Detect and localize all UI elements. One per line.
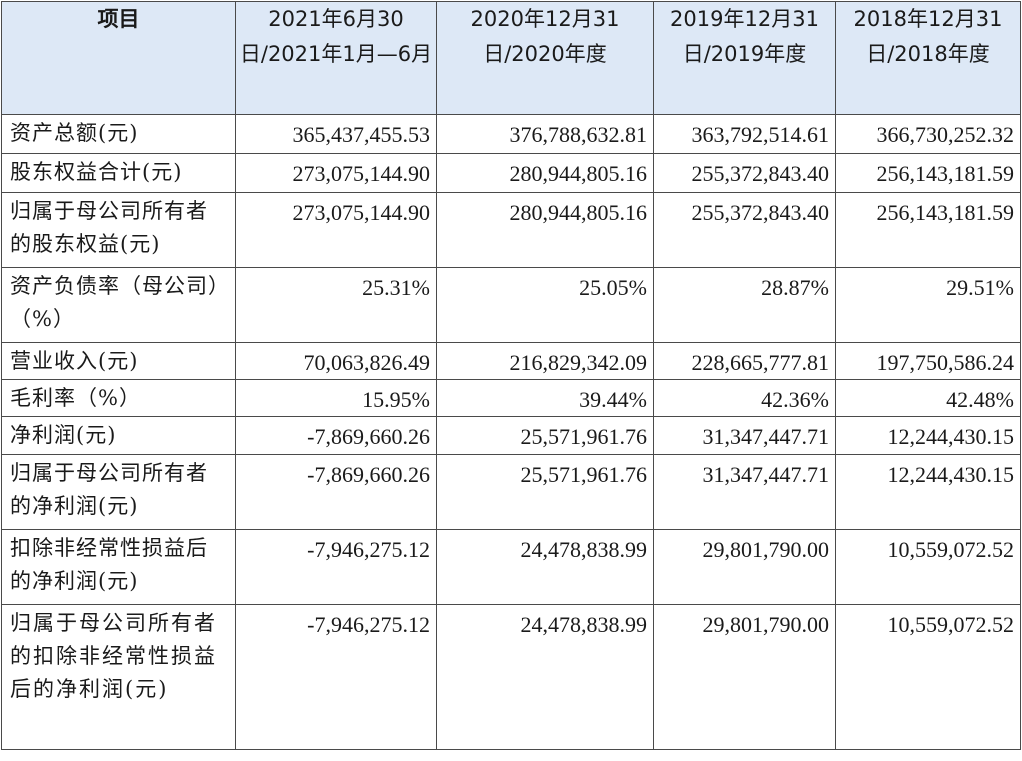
cell-2020: 280,944,805.16 xyxy=(436,192,654,268)
cell-2018: 256,143,181.59 xyxy=(835,192,1021,268)
table-body: 资产总额(元) 365,437,455.53 376,788,632.81 36… xyxy=(1,114,1021,750)
cell-2019: 228,665,777.81 xyxy=(653,342,836,380)
cell-2019: 363,792,514.61 xyxy=(653,114,836,154)
cell-2018: 10,559,072.52 xyxy=(835,529,1021,605)
cell-2018: 42.48% xyxy=(835,379,1021,417)
cell-2019: 31,347,447.71 xyxy=(653,416,836,455)
table-row: 归属于母公司所有者的净利润(元) -7,869,660.26 25,571,96… xyxy=(1,454,1021,530)
cell-2020: 376,788,632.81 xyxy=(436,114,654,154)
row-label: 资产总额(元) xyxy=(1,114,236,154)
cell-2019: 28.87% xyxy=(653,267,836,343)
cell-2018: 197,750,586.24 xyxy=(835,342,1021,380)
row-label: 归属于母公司所有者的股东权益(元) xyxy=(1,192,236,268)
table-row: 营业收入(元) 70,063,826.49 216,829,342.09 228… xyxy=(1,342,1021,380)
table-row: 股东权益合计(元) 273,075,144.90 280,944,805.16 … xyxy=(1,153,1021,193)
row-label: 毛利率（%） xyxy=(1,379,236,417)
cell-2019: 42.36% xyxy=(653,379,836,417)
header-row: 项目 2021年6月30日/2021年1月—6月 2020年12月31日/202… xyxy=(1,1,1021,115)
cell-2020: 39.44% xyxy=(436,379,654,417)
cell-2019: 255,372,843.40 xyxy=(653,153,836,193)
cell-2018: 12,244,430.15 xyxy=(835,454,1021,530)
cell-2021h1: -7,946,275.12 xyxy=(235,604,437,750)
row-label: 扣除非经常性损益后的净利润(元) xyxy=(1,529,236,605)
table-row: 归属于母公司所有者的股东权益(元) 273,075,144.90 280,944… xyxy=(1,192,1021,268)
row-label: 营业收入(元) xyxy=(1,342,236,380)
cell-2020: 25,571,961.76 xyxy=(436,416,654,455)
row-label: 归属于母公司所有者的扣除非经常性损益后的净利润(元) xyxy=(1,604,236,750)
table-row: 归属于母公司所有者的扣除非经常性损益后的净利润(元) -7,946,275.12… xyxy=(1,604,1021,750)
table-row: 净利润(元) -7,869,660.26 25,571,961.76 31,34… xyxy=(1,416,1021,455)
header-period-2018: 2018年12月31日/2018年度 xyxy=(835,1,1021,115)
cell-2020: 280,944,805.16 xyxy=(436,153,654,193)
cell-2018: 12,244,430.15 xyxy=(835,416,1021,455)
row-label: 股东权益合计(元) xyxy=(1,153,236,193)
cell-2019: 29,801,790.00 xyxy=(653,529,836,605)
cell-2020: 216,829,342.09 xyxy=(436,342,654,380)
row-label: 归属于母公司所有者的净利润(元) xyxy=(1,454,236,530)
cell-2018: 256,143,181.59 xyxy=(835,153,1021,193)
cell-2021h1: 15.95% xyxy=(235,379,437,417)
table-row: 扣除非经常性损益后的净利润(元) -7,946,275.12 24,478,83… xyxy=(1,529,1021,605)
cell-2021h1: 273,075,144.90 xyxy=(235,192,437,268)
header-period-2019: 2019年12月31日/2019年度 xyxy=(653,1,836,115)
cell-2019: 255,372,843.40 xyxy=(653,192,836,268)
cell-2020: 24,478,838.99 xyxy=(436,529,654,605)
cell-2021h1: 365,437,455.53 xyxy=(235,114,437,154)
header-item: 项目 xyxy=(1,1,236,115)
header-period-2021h1: 2021年6月30日/2021年1月—6月 xyxy=(235,1,437,115)
table-row: 资产总额(元) 365,437,455.53 376,788,632.81 36… xyxy=(1,114,1021,154)
cell-2021h1: -7,869,660.26 xyxy=(235,454,437,530)
cell-2020: 24,478,838.99 xyxy=(436,604,654,750)
cell-2020: 25.05% xyxy=(436,267,654,343)
table-header: 项目 2021年6月30日/2021年1月—6月 2020年12月31日/202… xyxy=(1,1,1021,115)
cell-2021h1: 273,075,144.90 xyxy=(235,153,437,193)
cell-2018: 29.51% xyxy=(835,267,1021,343)
cell-2021h1: 25.31% xyxy=(235,267,437,343)
table-row: 毛利率（%） 15.95% 39.44% 42.36% 42.48% xyxy=(1,379,1021,417)
row-label: 资产负债率（母公司）（%） xyxy=(1,267,236,343)
cell-2020: 25,571,961.76 xyxy=(436,454,654,530)
cell-2018: 366,730,252.32 xyxy=(835,114,1021,154)
table-row: 资产负债率（母公司）（%） 25.31% 25.05% 28.87% 29.51… xyxy=(1,267,1021,343)
cell-2021h1: -7,946,275.12 xyxy=(235,529,437,605)
row-label: 净利润(元) xyxy=(1,416,236,455)
cell-2019: 31,347,447.71 xyxy=(653,454,836,530)
cell-2019: 29,801,790.00 xyxy=(653,604,836,750)
cell-2021h1: 70,063,826.49 xyxy=(235,342,437,380)
cell-2018: 10,559,072.52 xyxy=(835,604,1021,750)
cell-2021h1: -7,869,660.26 xyxy=(235,416,437,455)
header-period-2020: 2020年12月31日/2020年度 xyxy=(436,1,654,115)
